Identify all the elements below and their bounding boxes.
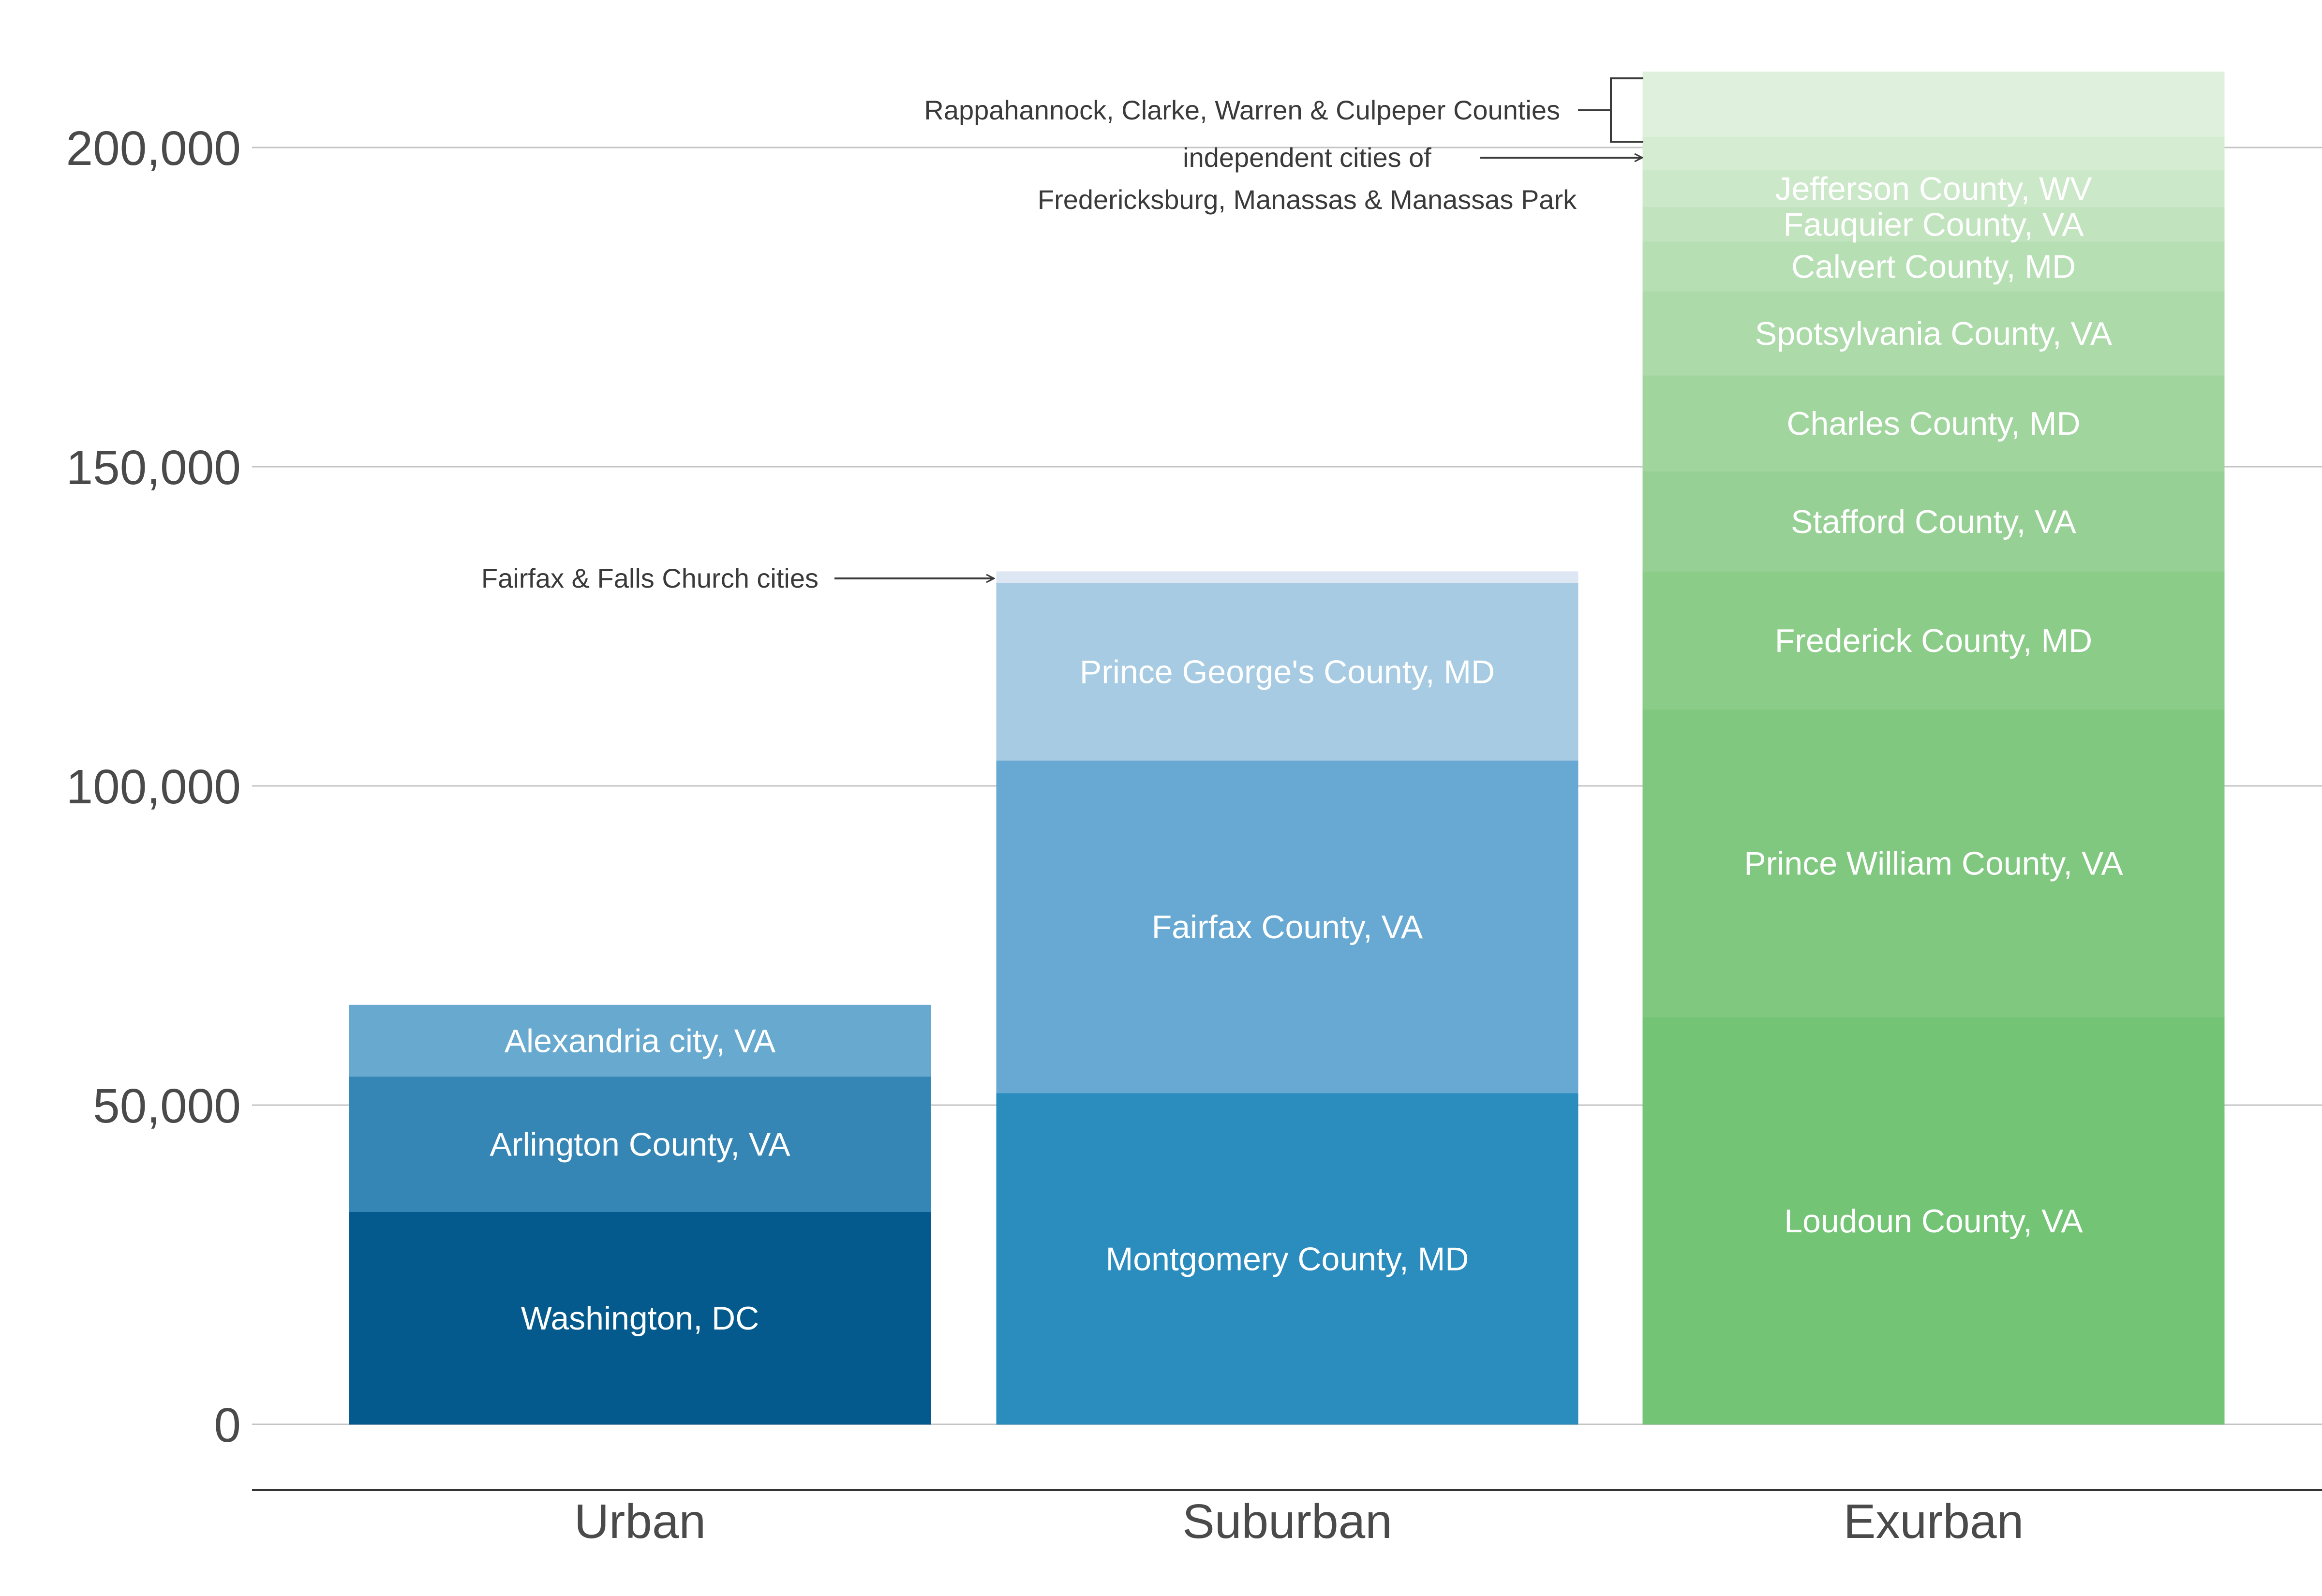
annotation-rappahannock-counties: Rappahannock, Clarke, Warren & Culpeper … <box>924 95 1560 125</box>
segment-label-calvert-county-md: Calvert County, MD <box>1791 249 2076 285</box>
y-axis-tick-labels: 0 50,000 100,000 150,000 200,000 <box>66 121 241 1452</box>
bar-segment-rappahannock-clarke-warren-culpeper-counties <box>1642 71 2225 137</box>
bar-segment-washington-dc <box>349 1212 931 1425</box>
segment-label-frederick-county-md: Frederick County, MD <box>1775 622 2092 659</box>
bar-segment-fairfax-falls-church-cities <box>996 571 1578 583</box>
bar-segment-montgomery-county-md <box>996 1093 1578 1425</box>
y-tick-label-150000: 150,000 <box>66 441 241 495</box>
bar-segment-spotsylvania-county-va <box>1642 291 2225 376</box>
bar-segment-loudoun-county-va <box>1642 1017 2225 1425</box>
bars <box>349 71 2225 1425</box>
x-tick-label-exurban: Exurban <box>1844 1494 2024 1549</box>
annotation-independent-cities-line2: Fredericksburg, Manassas & Manassas Park <box>1038 184 1577 215</box>
segment-label-alexandria-city-va: Alexandria city, VA <box>505 1023 776 1060</box>
segment-label-jefferson-county-wv: Jefferson County, WV <box>1775 170 2092 207</box>
bar-segment-fauquier-county-va <box>1642 207 2225 242</box>
x-tick-label-urban: Urban <box>574 1494 706 1549</box>
segment-label-fairfax-county-va: Fairfax County, VA <box>1152 909 1423 946</box>
bar-segment-prince-george-s-county-md <box>996 583 1578 761</box>
segment-label-prince-william-county-va: Prince William County, VA <box>1744 845 2123 882</box>
y-tick-label-200000: 200,000 <box>66 121 241 176</box>
bar-segment-prince-william-county-va <box>1642 709 2225 1018</box>
bar-segment-fairfax-county-va <box>996 760 1578 1094</box>
annotation-rappahannock-bracket <box>1578 77 1643 143</box>
annotation-fairfax-falls-church: Fairfax & Falls Church cities <box>481 563 819 593</box>
segment-label-spotsylvania-county-va: Spotsylvania County, VA <box>1755 315 2113 352</box>
segment-label-loudoun-county-va: Loudoun County, VA <box>1784 1203 2083 1240</box>
y-tick-label-0: 0 <box>214 1398 241 1452</box>
bar-segment-calvert-county-md <box>1642 241 2225 292</box>
segment-label-montgomery-county-md: Montgomery County, MD <box>1106 1241 1469 1277</box>
segment-label-stafford-county-va: Stafford County, VA <box>1791 503 2076 540</box>
x-tick-label-suburban: Suburban <box>1182 1494 1392 1549</box>
annotations: Fairfax & Falls Church cities Rappahanno… <box>481 77 1643 593</box>
bar-segment-independent-cities-of-fredericksburg-manassas-manassas-park <box>1642 136 2225 170</box>
segment-labels: Washington, DC Arlington County, VA Alexan… <box>490 170 2123 1337</box>
segment-label-charles-county-md: Charles County, MD <box>1786 405 2080 442</box>
y-tick-label-50000: 50,000 <box>93 1079 241 1133</box>
x-axis-tick-labels: Urban Suburban Exurban <box>574 1494 2024 1549</box>
bar-segment-charles-county-md <box>1642 375 2225 472</box>
segment-label-washington-dc: Washington, DC <box>521 1300 759 1337</box>
bar-segment-alexandria-city-va <box>349 1005 931 1077</box>
segment-label-prince-george-s-county-md: Prince George's County, MD <box>1080 654 1495 691</box>
bar-segment-arlington-county-va <box>349 1076 931 1212</box>
y-tick-label-100000: 100,000 <box>66 760 241 814</box>
bar-segment-jefferson-county-wv <box>1642 170 2225 207</box>
segment-label-arlington-county-va: Arlington County, VA <box>490 1126 790 1163</box>
bar-segment-stafford-county-va <box>1642 471 2225 572</box>
bar-segment-frederick-county-md <box>1642 571 2225 710</box>
annotation-independent-cities-line1: independent cities of <box>1183 142 1431 173</box>
segment-label-fauquier-county-va: Fauquier County, VA <box>1783 206 2084 243</box>
